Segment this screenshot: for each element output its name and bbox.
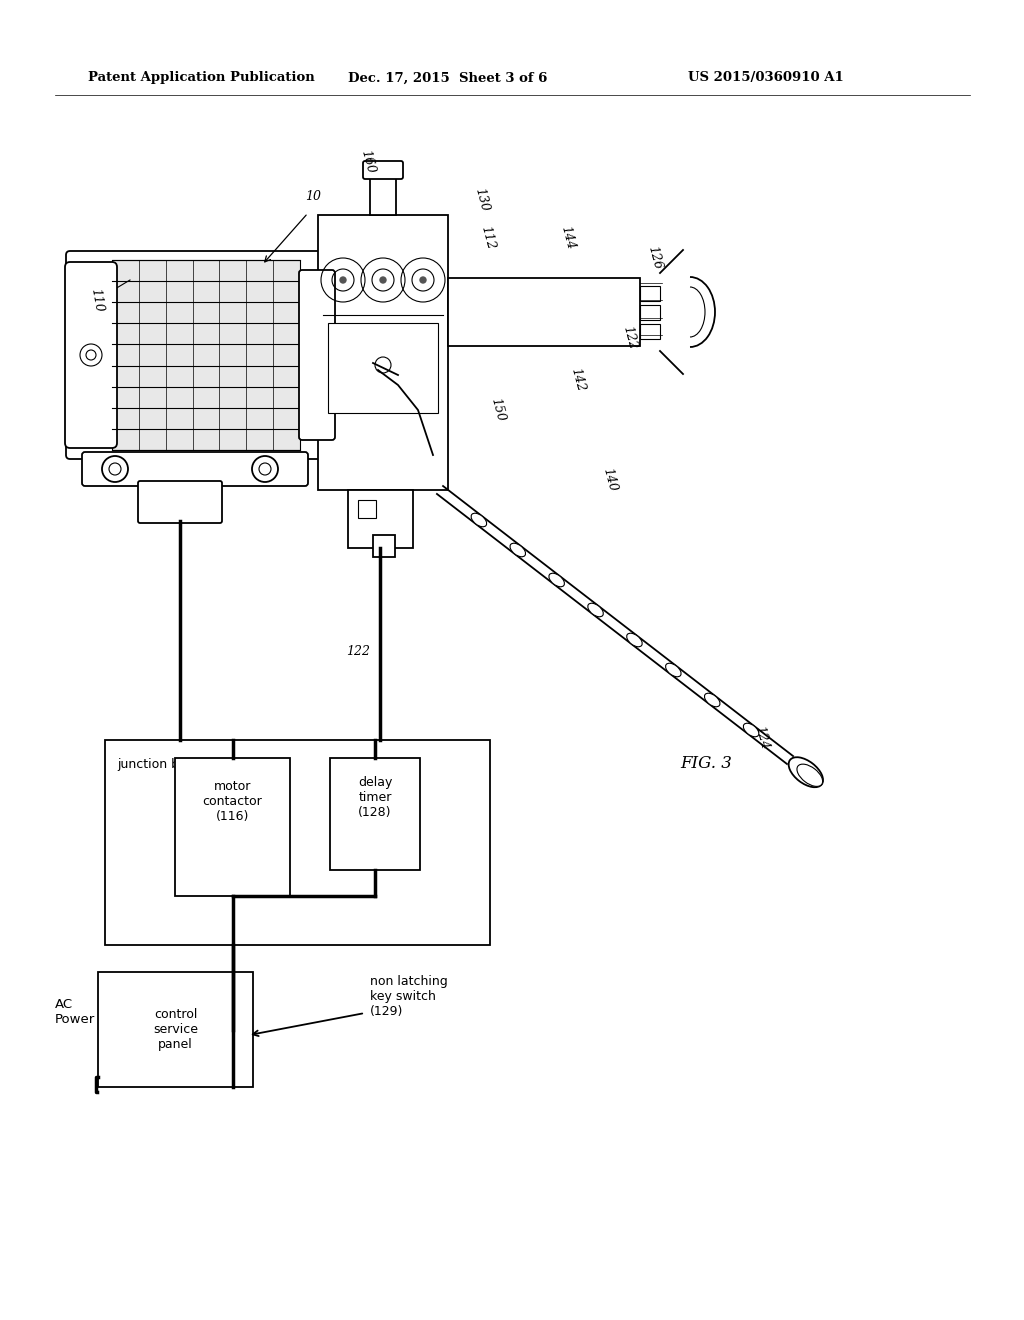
Bar <box>175 758 290 896</box>
Text: FIG. 3: FIG. 3 <box>680 755 732 772</box>
Bar <box>358 500 376 517</box>
Text: 126: 126 <box>645 244 664 271</box>
Text: US 2015/0360910 A1: US 2015/0360910 A1 <box>688 71 844 84</box>
Text: control
service
panel: control service panel <box>153 1008 198 1051</box>
Text: Patent Application Publication: Patent Application Publication <box>88 71 314 84</box>
Text: 144: 144 <box>558 224 577 251</box>
Bar <box>370 173 396 215</box>
Ellipse shape <box>627 634 642 647</box>
Bar <box>640 305 660 319</box>
FancyBboxPatch shape <box>65 261 117 447</box>
Text: junction box: junction box <box>117 758 194 771</box>
FancyBboxPatch shape <box>362 161 403 180</box>
Bar <box>640 323 660 339</box>
Bar <box>449 279 640 346</box>
Circle shape <box>340 277 346 282</box>
Ellipse shape <box>666 663 681 677</box>
Text: 112: 112 <box>478 224 497 251</box>
Bar <box>112 260 300 450</box>
Ellipse shape <box>588 603 603 616</box>
Text: 150: 150 <box>488 396 507 422</box>
Bar <box>330 758 420 870</box>
Ellipse shape <box>797 764 822 787</box>
Ellipse shape <box>510 544 525 557</box>
Text: 122: 122 <box>620 325 639 351</box>
Bar <box>640 286 660 301</box>
Text: motor
contactor
(116): motor contactor (116) <box>203 780 262 822</box>
Bar <box>98 972 253 1086</box>
FancyBboxPatch shape <box>66 251 324 459</box>
FancyBboxPatch shape <box>299 271 335 440</box>
Bar <box>328 323 438 413</box>
Text: Dec. 17, 2015  Sheet 3 of 6: Dec. 17, 2015 Sheet 3 of 6 <box>348 71 548 84</box>
Text: 110: 110 <box>88 288 105 313</box>
Text: 124: 124 <box>752 725 771 751</box>
Circle shape <box>420 277 426 282</box>
Bar <box>348 490 413 548</box>
Text: 160: 160 <box>358 148 377 176</box>
Text: 140: 140 <box>600 466 618 492</box>
Ellipse shape <box>549 573 564 587</box>
Text: 142: 142 <box>568 367 587 393</box>
Ellipse shape <box>471 513 486 527</box>
Text: AC
Power: AC Power <box>55 998 95 1026</box>
Ellipse shape <box>788 758 823 787</box>
Text: non latching
key switch
(129): non latching key switch (129) <box>370 975 447 1018</box>
Ellipse shape <box>705 693 720 706</box>
Text: 10: 10 <box>305 190 321 203</box>
Bar <box>105 741 490 945</box>
Text: 130: 130 <box>472 186 490 213</box>
Bar <box>318 215 449 490</box>
Text: delay
timer
(128): delay timer (128) <box>357 776 392 818</box>
FancyBboxPatch shape <box>82 451 308 486</box>
Circle shape <box>380 277 386 282</box>
Bar <box>373 535 395 557</box>
Text: 122: 122 <box>346 645 370 657</box>
Ellipse shape <box>743 723 759 737</box>
FancyBboxPatch shape <box>138 480 222 523</box>
